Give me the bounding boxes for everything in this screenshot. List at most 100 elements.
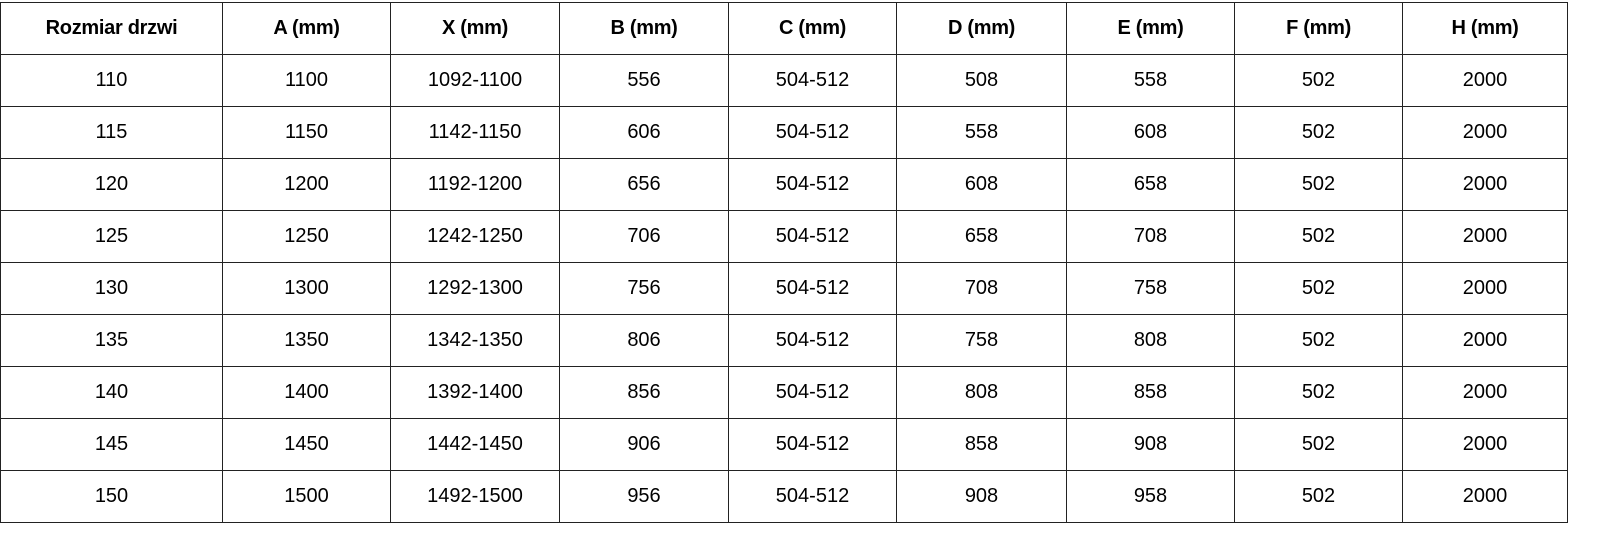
table-cell: 145: [0, 418, 223, 471]
table-cell: 556: [559, 54, 729, 107]
table-cell: 758: [1066, 262, 1235, 315]
table-cell: 658: [1066, 158, 1235, 211]
table-cell: 504-512: [728, 314, 897, 367]
column-header: D (mm): [896, 2, 1067, 55]
table-cell: 502: [1234, 366, 1403, 419]
table-cell: 504-512: [728, 210, 897, 263]
table-cell: 558: [896, 106, 1067, 159]
table-cell: 558: [1066, 54, 1235, 107]
table-cell: 858: [896, 418, 1067, 471]
table-cell: 502: [1234, 418, 1403, 471]
table-cell: 1300: [222, 262, 391, 315]
table-cell: 1250: [222, 210, 391, 263]
table-cell: 1392-1400: [390, 366, 560, 419]
table-cell: 502: [1234, 106, 1403, 159]
table-cell: 130: [0, 262, 223, 315]
table-row: 125 1250 1242-1250 706 504-512 658 708 502 2000: [0, 210, 1568, 263]
table-cell: 504-512: [728, 366, 897, 419]
table-cell: 808: [1066, 314, 1235, 367]
table-cell: 2000: [1402, 314, 1568, 367]
table-cell: 1350: [222, 314, 391, 367]
table-cell: 502: [1234, 54, 1403, 107]
table-cell: 502: [1234, 314, 1403, 367]
table-cell: 2000: [1402, 158, 1568, 211]
table-cell: 502: [1234, 262, 1403, 315]
table-cell: 2000: [1402, 54, 1568, 107]
table-cell: 1450: [222, 418, 391, 471]
table-cell: 120: [0, 158, 223, 211]
table-cell: 856: [559, 366, 729, 419]
table-cell: 504-512: [728, 54, 897, 107]
table-cell: 125: [0, 210, 223, 263]
table-cell: 756: [559, 262, 729, 315]
table-row: 130 1300 1292-1300 756 504-512 708 758 502 2000: [0, 262, 1568, 315]
table-cell: 140: [0, 366, 223, 419]
column-header: A (mm): [222, 2, 391, 55]
table-cell: 706: [559, 210, 729, 263]
table-cell: 708: [896, 262, 1067, 315]
table-cell: 1242-1250: [390, 210, 560, 263]
table-cell: 656: [559, 158, 729, 211]
table-row: 140 1400 1392-1400 856 504-512 808 858 502 2000: [0, 366, 1568, 419]
table-cell: 2000: [1402, 210, 1568, 263]
table-cell: 502: [1234, 210, 1403, 263]
table-cell: 608: [1066, 106, 1235, 159]
header-row: Rozmiar drzwi A (mm) X (mm) B (mm) C (mm) D (…: [0, 2, 1568, 55]
table-cell: 906: [559, 418, 729, 471]
table-cell: 1192-1200: [390, 158, 560, 211]
table-row: 135 1350 1342-1350 806 504-512 758 808 502 2000: [0, 314, 1568, 367]
table-cell: 808: [896, 366, 1067, 419]
table-cell: 508: [896, 54, 1067, 107]
table-cell: 1092-1100: [390, 54, 560, 107]
table-cell: 504-512: [728, 158, 897, 211]
table-cell: 1400: [222, 366, 391, 419]
table-cell: 2000: [1402, 470, 1568, 523]
table-row: 120 1200 1192-1200 656 504-512 608 658 502 2000: [0, 158, 1568, 211]
table-cell: 908: [1066, 418, 1235, 471]
column-header: H (mm): [1402, 2, 1568, 55]
column-header: X (mm): [390, 2, 560, 55]
table-cell: 502: [1234, 158, 1403, 211]
table-cell: 110: [0, 54, 223, 107]
table-row: 110 1100 1092-1100 556 504-512 508 558 502 2000: [0, 54, 1568, 107]
table-cell: 502: [1234, 470, 1403, 523]
table-cell: 1150: [222, 106, 391, 159]
table-cell: 1100: [222, 54, 391, 107]
column-header: C (mm): [728, 2, 897, 55]
table-cell: 758: [896, 314, 1067, 367]
table-cell: 708: [1066, 210, 1235, 263]
table-cell: 1142-1150: [390, 106, 560, 159]
table-cell: 1500: [222, 470, 391, 523]
column-header: F (mm): [1234, 2, 1403, 55]
table-cell: 658: [896, 210, 1067, 263]
column-header: Rozmiar drzwi: [0, 2, 223, 55]
table-cell: 956: [559, 470, 729, 523]
table-cell: 150: [0, 470, 223, 523]
table-cell: 1200: [222, 158, 391, 211]
table-cell: 1342-1350: [390, 314, 560, 367]
table-cell: 908: [896, 470, 1067, 523]
table-cell: 135: [0, 314, 223, 367]
table-row: 145 1450 1442-1450 906 504-512 858 908 502 2000: [0, 418, 1568, 471]
table-cell: 504-512: [728, 470, 897, 523]
table-cell: 606: [559, 106, 729, 159]
column-header: B (mm): [559, 2, 729, 55]
table-cell: 504-512: [728, 418, 897, 471]
table-cell: 608: [896, 158, 1067, 211]
table-cell: 504-512: [728, 106, 897, 159]
table-cell: 858: [1066, 366, 1235, 419]
table-cell: 2000: [1402, 106, 1568, 159]
table-cell: 504-512: [728, 262, 897, 315]
table-cell: 1292-1300: [390, 262, 560, 315]
table-cell: 2000: [1402, 366, 1568, 419]
table-cell: 806: [559, 314, 729, 367]
table-cell: 1442-1450: [390, 418, 560, 471]
table-cell: 115: [0, 106, 223, 159]
table-row: 115 1150 1142-1150 606 504-512 558 608 502 2000: [0, 106, 1568, 159]
table-cell: 1492-1500: [390, 470, 560, 523]
table-row: 150 1500 1492-1500 956 504-512 908 958 502 2000: [0, 470, 1568, 523]
dimensions-table: Rozmiar drzwi A (mm) X (mm) B (mm) C (mm) D (…: [0, 2, 1568, 523]
table-cell: 958: [1066, 470, 1235, 523]
table-cell: 2000: [1402, 418, 1568, 471]
column-header: E (mm): [1066, 2, 1235, 55]
